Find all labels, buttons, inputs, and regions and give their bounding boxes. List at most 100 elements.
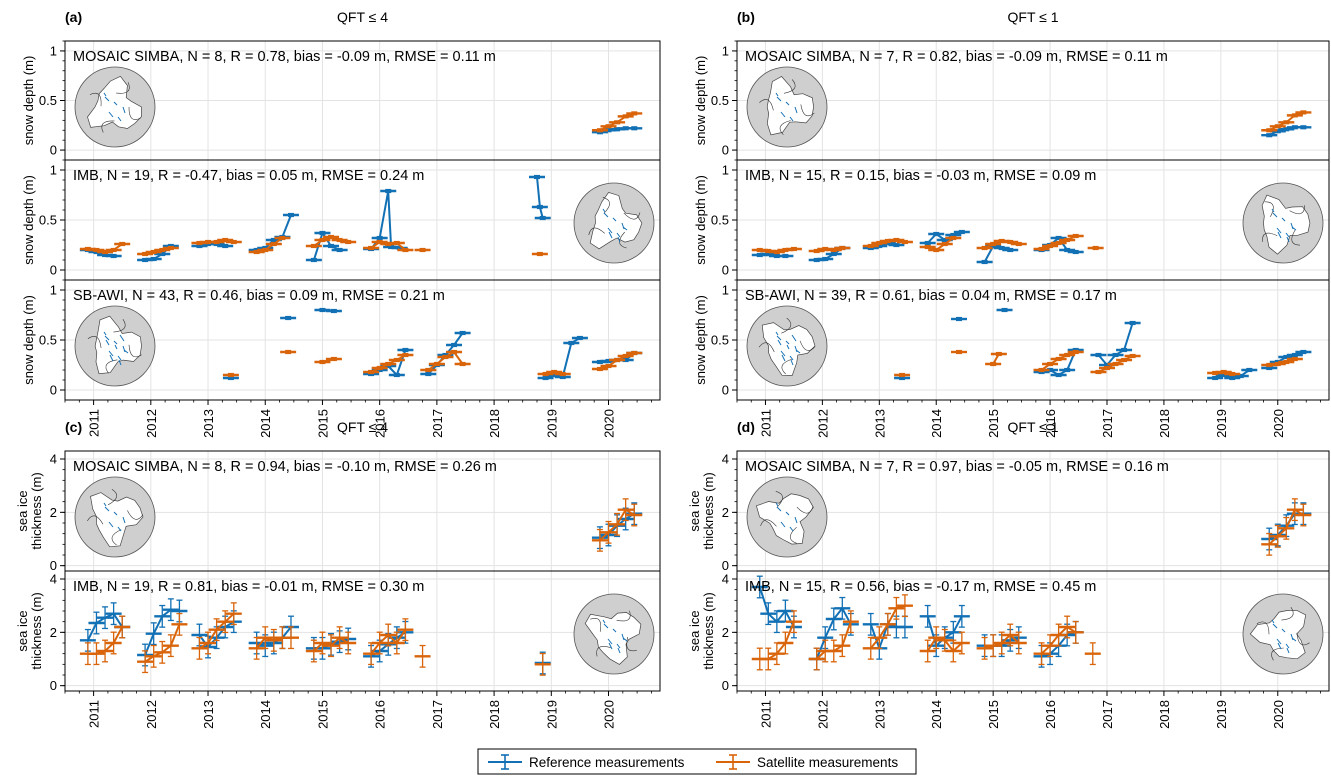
inset-map-track — [612, 217, 617, 222]
ytick-label: 1 — [722, 43, 729, 58]
inset-map-track — [780, 350, 786, 357]
panel-title: QFT ≤ 4 — [337, 419, 388, 435]
ylabel: thickness (m) — [701, 472, 716, 549]
ytick-label: 0 — [50, 143, 57, 158]
inset-map-ocean — [584, 612, 642, 665]
inset-map-coastline — [1262, 232, 1278, 242]
xtick-label: 2013 — [201, 409, 216, 438]
legend-satellite-marker — [716, 754, 750, 770]
xtick-label: 2011 — [87, 409, 102, 437]
inset-map-coastline — [101, 120, 115, 133]
ylabel: sea ice — [687, 610, 702, 651]
xtick-label: 2019 — [544, 700, 559, 729]
xtick-label: 2016 — [1043, 409, 1058, 438]
panel-title: QFT ≤ 1 — [1008, 9, 1059, 25]
xtick-label: 2017 — [430, 409, 445, 438]
panel-a: (a) QFT ≤ 4 0 0.5 1 snow depth (m) MOSAIC SIMB… — [21, 9, 661, 438]
xtick-label: 2019 — [1214, 700, 1229, 729]
xtick-label: 2017 — [430, 700, 445, 729]
subplot: 0 0.5 1 snow depth (m) IMB, N = 15, R = 0.15… — [693, 159, 1330, 281]
inset-map-ocean — [766, 76, 814, 136]
xtick-label: 2012 — [144, 700, 159, 729]
inset-map-track — [617, 236, 621, 243]
ytick-label: 0 — [50, 263, 57, 278]
inset-map-coastline — [128, 344, 142, 358]
ytick-label: 4 — [50, 452, 57, 467]
ytick-label: 0 — [722, 143, 729, 158]
inset-map-track — [1272, 623, 1278, 629]
xtick-label: 2011 — [758, 700, 773, 728]
ytick-label: 4 — [722, 572, 729, 587]
inset-map-track — [791, 334, 797, 342]
ylabel: thickness (m) — [29, 472, 44, 549]
ylabel: thickness (m) — [29, 592, 44, 669]
inset-map-track — [794, 106, 798, 114]
ytick-label: 0.5 — [39, 333, 57, 348]
ytick-label: 1 — [722, 163, 729, 178]
inset-map-track — [1276, 227, 1282, 234]
inset-map-track — [113, 101, 118, 106]
inset-map-coastline — [626, 636, 637, 652]
inset-map-track — [776, 96, 782, 102]
xtick-label: 2013 — [872, 409, 887, 438]
inset-map-track — [117, 526, 122, 532]
inset-map-coastline — [111, 529, 122, 546]
subplot-stats-label: IMB, N = 15, R = 0.15, bias = -0.03 m, R… — [745, 168, 1096, 184]
ytick-label: 1 — [50, 163, 57, 178]
xtick-label: 2017 — [1100, 700, 1115, 729]
inset-map-track — [108, 350, 114, 357]
inset-map-track — [780, 521, 786, 528]
inset-map-track — [608, 231, 613, 239]
ylabel: snow depth (m) — [21, 56, 36, 146]
reference-series — [1261, 125, 1312, 138]
inset-map-coastline — [113, 319, 126, 333]
inset-map-coastline — [781, 317, 792, 334]
inset-map-coastline — [616, 610, 631, 622]
inset-map-coastline — [87, 515, 104, 525]
subplot: 0 0.5 1 snow depth (m) SB-AWI, N = 43, R = 0… — [21, 279, 661, 401]
ylabel: snow depth (m) — [693, 295, 708, 385]
ylabel: snow depth (m) — [693, 175, 708, 265]
inset-map-coastline — [107, 488, 118, 506]
inset-map-track — [612, 628, 617, 633]
inset-map-track — [789, 355, 794, 361]
inset-map-track — [785, 101, 790, 106]
inset-map-coastline — [105, 359, 118, 374]
ytick-label: 0 — [722, 678, 729, 693]
xtick-label: 2012 — [815, 700, 830, 729]
inset-map-track — [122, 106, 126, 114]
ytick-label: 0.5 — [39, 93, 57, 108]
inset-map-coastline — [758, 342, 775, 353]
ylabel: sea ice — [15, 490, 30, 531]
satellite-series — [751, 594, 1101, 671]
xtick-label: 2020 — [602, 700, 617, 729]
xtick-label: 2012 — [815, 409, 830, 438]
inset-map-track — [789, 526, 794, 532]
inset-map-coastline — [87, 336, 102, 349]
inset-map-coastline — [799, 340, 816, 351]
inset-map-coastline — [775, 491, 783, 508]
inset-map-track — [1276, 638, 1282, 645]
ylabel: sea ice — [687, 490, 702, 531]
inset-map-track — [103, 502, 107, 507]
inset-map-track — [775, 502, 779, 507]
inset-map-track — [616, 232, 621, 238]
subplot-stats-label: MOSAIC SIMBA, N = 7, R = 0.82, bias = -0… — [745, 49, 1168, 65]
legend: Reference measurements Satellite measure… — [477, 748, 917, 775]
axes-frame — [64, 570, 661, 692]
inset-map-coastline — [1296, 632, 1310, 646]
subplot: 0 2 4 sea ice thickness (m) IMB, N = 19, R = … — [15, 570, 661, 693]
inset-map-coastline — [1289, 205, 1305, 215]
ytick-label: 0.5 — [711, 213, 729, 228]
inset-map-coastline — [759, 99, 774, 111]
inset-map-track — [608, 642, 613, 650]
inset-map-track — [776, 335, 782, 341]
inset-map-track — [1281, 217, 1286, 222]
inset-map-ocean — [94, 315, 142, 375]
panel-letter: (c) — [65, 419, 82, 435]
satellite-series — [894, 349, 1303, 378]
inset-map-coastline — [588, 227, 605, 236]
satellite-series — [79, 602, 551, 676]
